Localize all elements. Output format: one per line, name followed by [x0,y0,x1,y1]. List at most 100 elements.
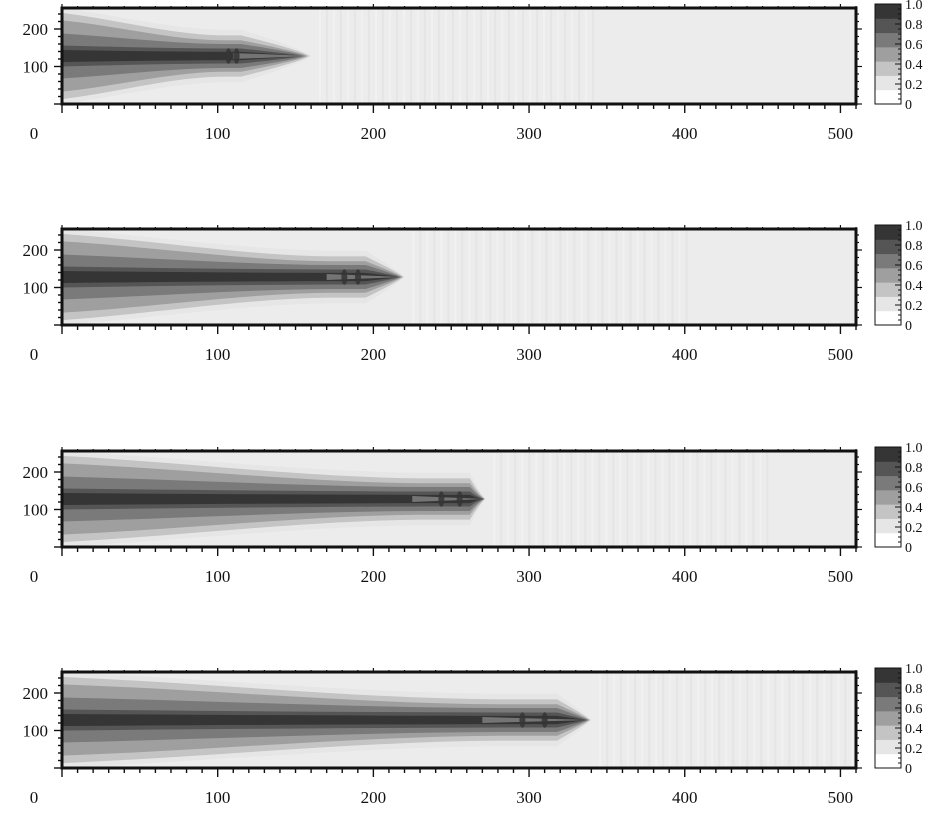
jet-core-ring [233,48,240,64]
colorbar-band [875,4,901,19]
field-striation [346,8,349,104]
field-striation [781,672,784,768]
field-striation [494,8,497,104]
colorbar-tick-label: 0.6 [905,259,923,274]
field-striation [430,8,433,104]
colorbar-band [875,46,901,62]
field-striation [844,672,847,768]
field-striation [629,229,632,325]
field-striation [454,229,457,325]
field-striation [529,8,532,104]
colorbar-tick-label: 0.4 [905,279,923,294]
x-tick-label: 300 [516,567,542,586]
x-tick-label: 200 [361,567,387,586]
field-striation [636,229,639,325]
field-striation [682,451,685,547]
colorbar-band [875,282,901,297]
field-striation [654,451,657,547]
field-striation [508,8,511,104]
field-striation [620,672,623,768]
field-striation [662,672,665,768]
jet-layer-6 [62,50,301,62]
colorbar-band [875,739,901,755]
field-striation [332,8,335,104]
colorbar-tick-label: 0.4 [905,722,923,737]
field-striation [367,8,370,104]
jet-needle [233,53,312,59]
field-striation [622,229,625,325]
field-striation [423,8,426,104]
colorbar-band [875,668,901,683]
field-striation [559,229,562,325]
field-striation [451,8,454,104]
colorbar-band [875,532,901,548]
field-striation [480,8,483,104]
field-striation [557,8,560,104]
colorbar-tick-label: 0.4 [905,501,923,516]
field-striation [339,8,342,104]
x-tick-label: 200 [361,124,387,143]
field-striation [725,672,728,768]
field-striation [759,451,762,547]
y-tick-label: 100 [23,501,49,520]
colorbar-3: 0 0.2 0.4 0.6 0.8 1.0 [874,441,923,556]
x-tick-label: 400 [672,124,698,143]
jet-field-4 [62,672,856,768]
x-tick-label: 200 [361,788,387,807]
field-striation [619,451,622,547]
field-striation [752,451,755,547]
field-striation [718,672,721,768]
x-tick-label: 100 [205,788,231,807]
colorbar-tick-label: 1.0 [905,662,923,677]
field-striation [517,229,520,325]
field-striation [711,672,714,768]
field-striation [500,451,503,547]
plot-frame [60,670,858,770]
field-striation [816,672,819,768]
field-striation [531,229,534,325]
colorbar-tick-label: 0.4 [905,58,923,73]
field-striation [507,451,510,547]
field-striation [503,229,506,325]
field-striation [697,672,700,768]
x-tick-label: 300 [516,788,542,807]
field-striation [753,672,756,768]
field-striation [685,229,688,325]
x-tick-label: 500 [828,124,854,143]
field-striation [605,451,608,547]
field-striation [802,672,805,768]
heatmap-panel-1: 0 100 200 300 400 500 100 200 0 0.2 0.4 0.6 0.8 1.0 [23,0,923,143]
field-striation [521,451,524,547]
x-tick-label: 0 [30,567,39,586]
colorbar-tick-label: 1.0 [905,219,923,234]
field-striation [851,672,854,768]
field-striation [669,672,672,768]
field-striation [732,672,735,768]
colorbar-1: 0 0.2 0.4 0.6 0.8 1.0 [874,0,923,113]
field-striation [419,229,422,325]
colorbar-band [875,710,901,726]
field-striation [538,229,541,325]
colorbar-tick-label: 0.6 [905,38,923,53]
field-striation [704,672,707,768]
field-striation [543,8,546,104]
field-striation [592,8,595,104]
field-striation [676,672,679,768]
field-striation [664,229,667,325]
colorbar-tick-label: 0.2 [905,78,923,93]
field-striation [536,8,539,104]
field-striation [746,672,749,768]
x-tick-label: 0 [30,124,39,143]
field-striation [648,672,651,768]
colorbar-band [875,461,901,477]
colorbar-tick-label: 0 [905,541,912,556]
field-striation [426,229,429,325]
colorbar-band [875,682,901,698]
field-striation [466,8,469,104]
y-tick-label: 100 [23,722,49,741]
field-striation [795,672,798,768]
field-striation [606,672,609,768]
heatmap-panel-3: 0 100 200 300 400 500 100 200 0 0.2 0.4 0.6 0.8 1.0 [23,441,923,586]
